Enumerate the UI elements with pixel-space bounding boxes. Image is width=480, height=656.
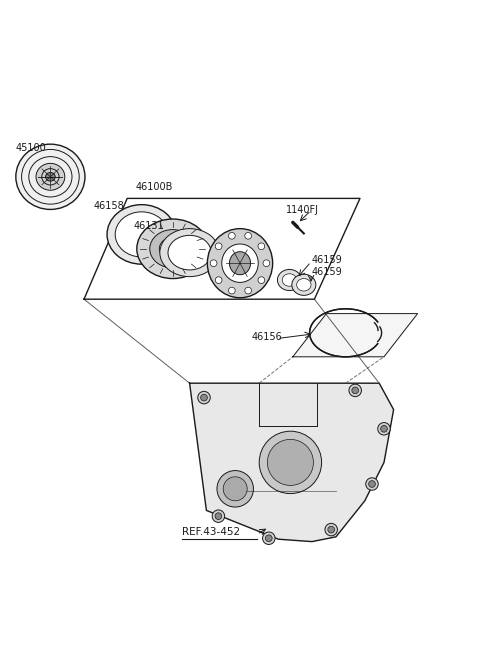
- Text: 46159: 46159: [312, 255, 343, 265]
- Ellipse shape: [164, 241, 181, 256]
- Polygon shape: [190, 383, 394, 542]
- Ellipse shape: [137, 219, 209, 279]
- Circle shape: [245, 287, 252, 294]
- Circle shape: [352, 387, 359, 394]
- Ellipse shape: [159, 237, 186, 260]
- Ellipse shape: [292, 274, 316, 295]
- Circle shape: [201, 394, 207, 401]
- Ellipse shape: [229, 252, 251, 275]
- Ellipse shape: [207, 229, 273, 298]
- Ellipse shape: [115, 212, 168, 257]
- Text: 45100: 45100: [16, 144, 47, 154]
- Circle shape: [223, 477, 247, 501]
- Circle shape: [258, 243, 264, 250]
- Ellipse shape: [282, 274, 297, 286]
- Circle shape: [381, 426, 387, 432]
- Text: 46156: 46156: [252, 332, 283, 342]
- Circle shape: [325, 523, 337, 536]
- Circle shape: [265, 535, 272, 542]
- Circle shape: [258, 277, 264, 283]
- Ellipse shape: [297, 279, 311, 291]
- Circle shape: [228, 232, 235, 239]
- Ellipse shape: [107, 205, 176, 264]
- Ellipse shape: [36, 163, 65, 190]
- Text: REF.43-452: REF.43-452: [182, 527, 240, 537]
- Circle shape: [198, 392, 210, 404]
- Circle shape: [349, 384, 361, 397]
- Ellipse shape: [150, 230, 196, 268]
- Circle shape: [366, 478, 378, 490]
- Text: 46100B: 46100B: [136, 182, 173, 192]
- Circle shape: [263, 260, 270, 266]
- Circle shape: [369, 481, 375, 487]
- Circle shape: [259, 431, 322, 493]
- Text: 46159: 46159: [312, 267, 343, 277]
- Circle shape: [210, 260, 217, 266]
- Text: 1140FJ: 1140FJ: [286, 205, 319, 215]
- Ellipse shape: [46, 173, 55, 181]
- Circle shape: [228, 287, 235, 294]
- Circle shape: [215, 513, 222, 520]
- Circle shape: [328, 526, 335, 533]
- Text: 46131: 46131: [133, 220, 164, 231]
- Ellipse shape: [16, 144, 85, 209]
- Text: 46158: 46158: [94, 201, 124, 211]
- Circle shape: [267, 440, 313, 485]
- Circle shape: [245, 232, 252, 239]
- Ellipse shape: [277, 270, 301, 291]
- Circle shape: [217, 470, 253, 507]
- Circle shape: [216, 277, 222, 283]
- Ellipse shape: [222, 244, 258, 282]
- Circle shape: [216, 243, 222, 250]
- Polygon shape: [293, 314, 418, 357]
- Circle shape: [263, 532, 275, 544]
- Circle shape: [378, 422, 390, 435]
- Ellipse shape: [160, 229, 219, 277]
- Ellipse shape: [168, 236, 211, 270]
- Circle shape: [212, 510, 225, 522]
